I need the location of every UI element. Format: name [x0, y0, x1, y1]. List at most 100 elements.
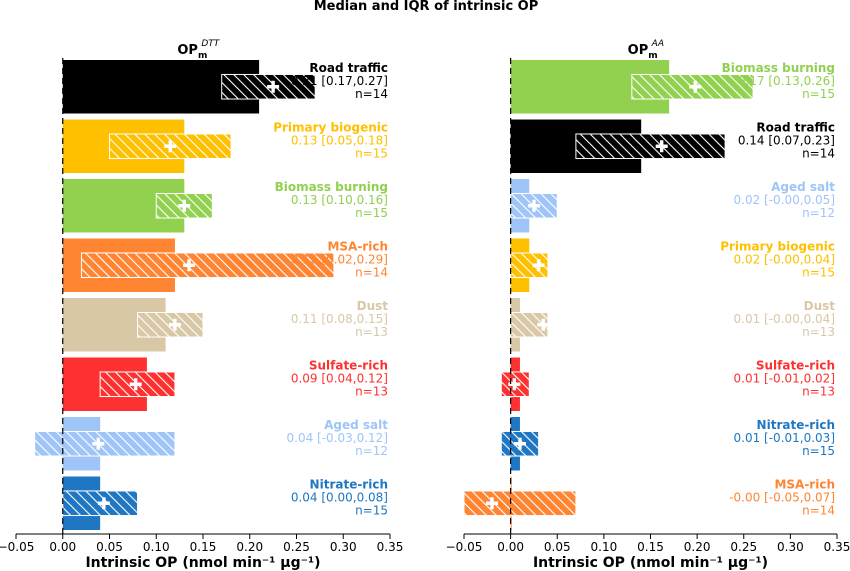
- x-axis-label: Intrinsic OP (nmol min⁻¹ µg⁻¹): [85, 555, 320, 571]
- panel-title-main: OP: [628, 43, 649, 58]
- mean-marker-biomass-burning: [689, 80, 702, 93]
- x-tick-label: −0.05: [0, 540, 34, 554]
- panel-title-sub: m: [648, 51, 657, 61]
- source-n-label: n=14: [355, 266, 388, 280]
- mean-marker-sulfate-rich: [129, 378, 142, 391]
- panel-title-sub: m: [198, 51, 207, 61]
- mean-marker-msa-rich: [485, 497, 498, 510]
- x-tick-label: −0.05: [446, 540, 483, 554]
- source-name-label: Road traffic: [756, 121, 835, 135]
- source-name-label: Sulfate-rich: [309, 359, 388, 373]
- source-stat-label: 0.09 [0.04,0.12]: [291, 372, 388, 386]
- mean-marker-road-traffic: [655, 140, 668, 153]
- x-tick-label: 0.00: [49, 540, 76, 554]
- x-tick-label: 0.00: [497, 540, 524, 554]
- x-tick-label: 0.35: [377, 540, 404, 554]
- x-tick-label: 0.10: [591, 540, 618, 554]
- panel-title-sup: DTT: [201, 39, 220, 49]
- panel-title-sup: AA: [651, 39, 664, 49]
- source-n-label: n=13: [355, 385, 388, 399]
- x-tick-label: 0.30: [777, 540, 804, 554]
- source-n-label: n=15: [802, 444, 835, 458]
- source-n-label: n=15: [355, 206, 388, 220]
- source-n-label: n=14: [802, 504, 835, 518]
- x-tick-label: 0.20: [684, 540, 711, 554]
- panel-title: OPm DTT: [177, 39, 220, 61]
- x-axis-label: Intrinsic OP (nmol min⁻¹ µg⁻¹): [533, 555, 768, 571]
- x-tick-label: 0.20: [236, 540, 263, 554]
- source-name-label: Aged salt: [771, 180, 835, 194]
- source-stat-label: 0.02 [-0.00,0.04]: [734, 253, 835, 267]
- mean-marker-aged-salt: [92, 437, 105, 450]
- source-stat-label: 0.14 [0.07,0.23]: [738, 134, 835, 148]
- source-n-label: n=13: [355, 325, 388, 339]
- source-name-label: MSA-rich: [327, 240, 388, 254]
- panel-title: OPm AA: [628, 39, 664, 61]
- iqr-box-msa-rich: [463, 490, 577, 517]
- mean-marker-aged-salt: [527, 199, 540, 212]
- iqr-box-road-traffic: [575, 133, 726, 160]
- source-stat-label: 0.01 [-0.01,0.03]: [734, 431, 835, 445]
- source-stat-label: 0.04 [0.00,0.08]: [291, 491, 388, 505]
- source-group-msa-rich: MSA-rich-0.00 [-0.05,0.07]n=14: [463, 476, 835, 530]
- x-tick-label: 0.15: [637, 540, 664, 554]
- source-name-label: Nitrate-rich: [757, 418, 835, 432]
- source-name-label: Road traffic: [309, 61, 388, 75]
- source-stat-label: 0.17 [0.13,0.26]: [738, 74, 835, 88]
- source-name-label: Primary biogenic: [720, 240, 835, 254]
- source-n-label: n=12: [355, 444, 388, 458]
- x-tick-label: 0.15: [190, 540, 217, 554]
- source-stat-label: -0.00 [-0.05,0.07]: [729, 491, 835, 505]
- source-name-label: Primary biogenic: [273, 121, 388, 135]
- source-n-label: n=12: [802, 206, 835, 220]
- source-n-label: n=15: [355, 147, 388, 161]
- source-stat-label: 0.04 [-0.03,0.12]: [287, 431, 388, 445]
- source-name-label: Aged salt: [324, 418, 388, 432]
- mean-marker-sulfate-rich: [508, 378, 521, 391]
- mean-marker-nitrate-rich: [513, 437, 526, 450]
- source-stat-label: 0.02 [-0.00,0.05]: [734, 193, 835, 207]
- iqr-box-msa-rich: [80, 252, 335, 279]
- source-name-label: Dust: [357, 299, 389, 313]
- source-stat-label: 0.13 [0.10,0.16]: [291, 193, 388, 207]
- x-tick-label: 0.25: [730, 540, 757, 554]
- mean-marker-road-traffic: [267, 80, 280, 93]
- mean-marker-dust: [537, 318, 550, 331]
- mean-marker-nitrate-rich: [97, 497, 110, 510]
- source-name-label: Biomass burning: [722, 61, 835, 75]
- source-n-label: n=15: [802, 266, 835, 280]
- source-n-label: n=14: [355, 87, 388, 101]
- source-n-label: n=14: [802, 147, 835, 161]
- source-n-label: n=13: [802, 385, 835, 399]
- x-tick-label: 0.25: [283, 540, 310, 554]
- x-tick-label: 0.05: [544, 540, 571, 554]
- source-stat-label: 0.01 [-0.01,0.02]: [734, 372, 835, 386]
- x-tick-label: 0.05: [96, 540, 123, 554]
- mean-marker-biomass-burning: [178, 199, 191, 212]
- source-stat-label: 0.01 [-0.00,0.04]: [734, 312, 835, 326]
- source-stat-label: 0.12 [0.02,0.29]: [291, 253, 388, 267]
- source-name-label: Nitrate-rich: [310, 478, 388, 492]
- source-stat-label: 0.11 [0.08,0.15]: [291, 312, 388, 326]
- mean-marker-primary-biogenic: [164, 140, 177, 153]
- source-n-label: n=13: [802, 325, 835, 339]
- source-name-label: MSA-rich: [774, 478, 835, 492]
- x-tick-label: 0.10: [143, 540, 170, 554]
- x-tick-label: 0.35: [824, 540, 850, 554]
